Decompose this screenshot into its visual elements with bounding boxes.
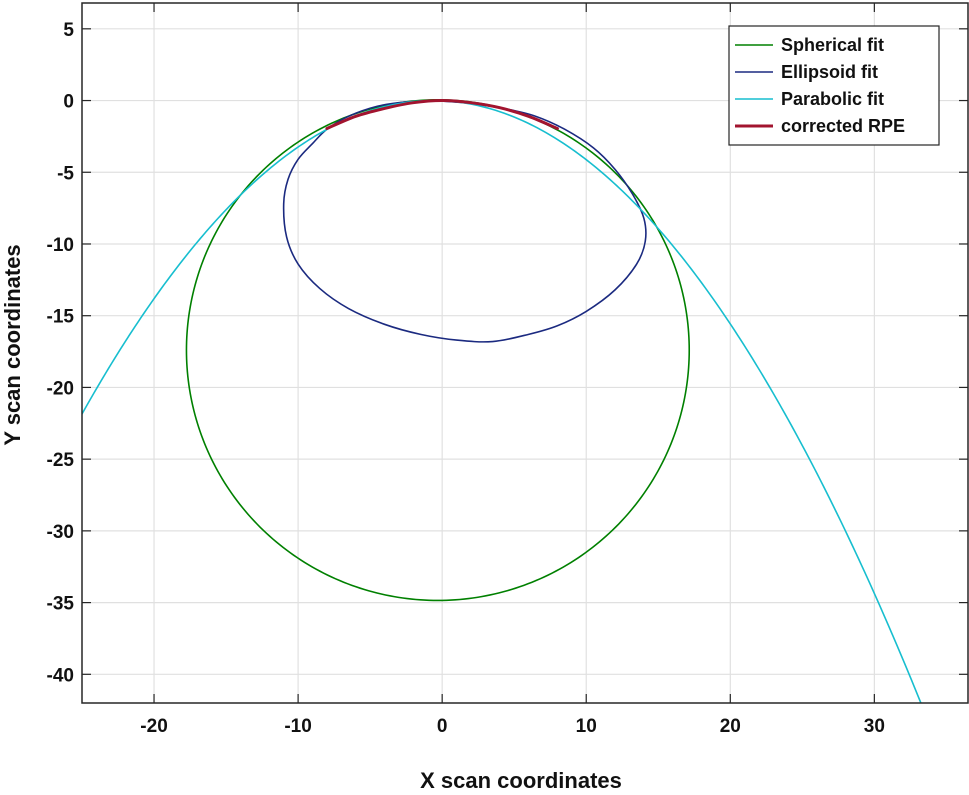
y-tick-labels: 5 0 -5 -10 -15 -20 -25 -30 -35 -40: [47, 20, 75, 686]
legend-label-ellipsoid-fit: Ellipsoid fit: [781, 62, 878, 82]
tick-marks: [82, 3, 968, 703]
x-tick-label: 30: [864, 716, 885, 737]
y-tick-label: -25: [47, 450, 75, 471]
x-axis-title: X scan coordinates: [420, 768, 622, 793]
y-tick-label: -30: [47, 522, 74, 543]
x-tick-label: 20: [720, 716, 741, 737]
y-axis-title: Y scan coordinates: [0, 244, 25, 445]
y-tick-label: 5: [63, 20, 74, 41]
series-curves: [82, 99, 922, 703]
series-line-spherical-fit: [185, 99, 691, 602]
legend-label-corrected-rpe: corrected RPE: [781, 116, 905, 136]
x-tick-label: -20: [140, 716, 167, 737]
x-tick-label: -10: [284, 716, 311, 737]
y-tick-label: -15: [47, 307, 75, 328]
y-tick-label: -5: [57, 163, 74, 184]
series-line-ellipsoid-fit: [282, 99, 647, 343]
legend: Spherical fit Ellipsoid fit Parabolic fit c…: [728, 25, 940, 146]
series-line-parabolic-fit: [82, 99, 922, 703]
series-line-corrected-rpe: [325, 99, 559, 131]
y-tick-label: -35: [47, 594, 75, 615]
y-tick-label: -20: [47, 378, 74, 399]
plot-frame: [81, 2, 969, 704]
y-tick-label: 0: [63, 92, 74, 113]
legend-label-parabolic-fit: Parabolic fit: [781, 89, 884, 109]
legend-label-spherical-fit: Spherical fit: [781, 35, 884, 55]
x-tick-label: 0: [437, 716, 448, 737]
y-tick-label: -40: [47, 665, 74, 686]
x-tick-label: 10: [576, 716, 597, 737]
x-tick-labels: -20 -10 0 10 20 30: [140, 716, 885, 737]
y-tick-label: -10: [47, 235, 74, 256]
